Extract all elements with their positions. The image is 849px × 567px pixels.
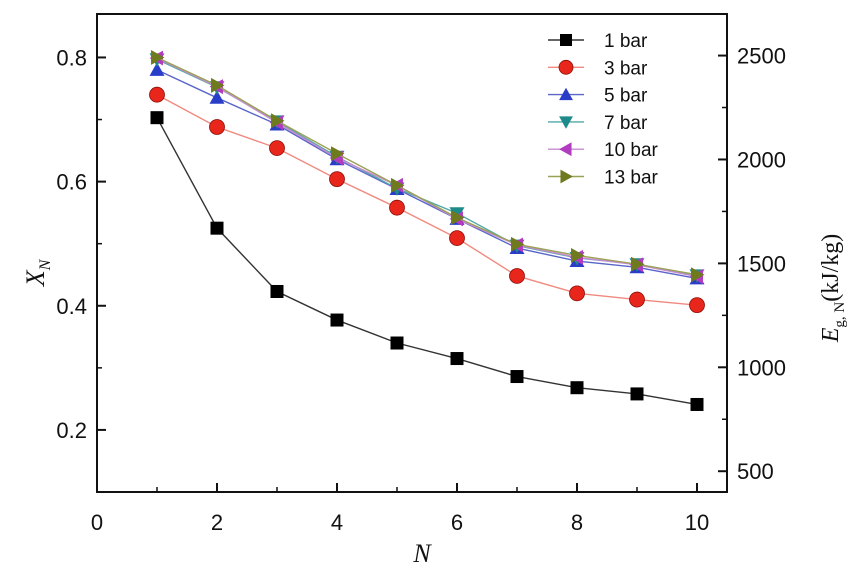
legend-item: 7 bar (548, 113, 648, 134)
plot-border (96, 13, 728, 493)
data-point (450, 352, 464, 366)
legend-marker (560, 169, 573, 184)
data-point (569, 285, 585, 302)
data-point (451, 210, 465, 226)
y-tick-label: 0.8 (56, 45, 87, 70)
series-layer (149, 49, 705, 411)
legend-label: 3 bar (604, 58, 648, 79)
y-axis-title: XN (21, 258, 54, 287)
y2-tick-label: 2000 (737, 147, 786, 172)
data-point (571, 248, 585, 263)
data-point (149, 86, 165, 103)
axis-ticks: 0 2 4 6 8 10 0.2 0.4 0.6 0.8 500 1000 1500 2000 2500 (56, 44, 786, 535)
legend-marker (560, 34, 572, 46)
data-point (449, 230, 465, 247)
data-point (629, 291, 645, 308)
data-point (210, 221, 224, 235)
data-point (150, 111, 164, 125)
y2-tick-label: 1000 (737, 355, 786, 380)
data-point (391, 177, 405, 193)
data-point (691, 267, 705, 283)
series-1-bar (150, 111, 704, 411)
axis-titles: N XN Eg, N(kJ/kg) (21, 234, 848, 567)
x-tick-label: 4 (331, 510, 343, 535)
legend-label: 10 bar (604, 140, 659, 161)
data-point (390, 336, 404, 350)
y2-tick-label: 2500 (737, 44, 786, 69)
data-point (690, 397, 704, 411)
data-point (271, 113, 285, 129)
legend-item: 10 bar (548, 140, 659, 161)
data-point (329, 171, 345, 188)
y-tick-label: 0.2 (56, 418, 87, 443)
series-3-bar (149, 86, 705, 314)
x-tick-label: 0 (91, 510, 103, 535)
data-point (510, 370, 524, 384)
data-point (511, 236, 525, 252)
data-point (209, 119, 225, 135)
legend-label: 7 bar (604, 113, 648, 134)
y-tick-label: 0.6 (56, 170, 87, 195)
series-line (156, 56, 698, 276)
data-point (211, 77, 225, 93)
series-line (156, 94, 698, 306)
data-point (389, 199, 405, 216)
y2-tick-label: 1500 (737, 251, 786, 276)
x-tick-label: 2 (211, 510, 223, 535)
legend: 1 bar 3 bar 5 bar 7 bar 10 bar 13 bar (548, 31, 659, 189)
data-point (509, 268, 525, 284)
legend-marker (558, 59, 574, 75)
legend-label: 1 bar (604, 31, 648, 52)
legend-item: 13 bar (548, 168, 659, 189)
legend-item: 5 bar (548, 86, 648, 107)
data-point (631, 256, 645, 272)
data-point (331, 146, 345, 162)
series-line (156, 117, 698, 406)
data-point (630, 387, 644, 401)
data-point (151, 49, 165, 65)
x-tick-label: 10 (685, 510, 709, 535)
legend-label: 5 bar (604, 86, 648, 107)
data-point (209, 90, 225, 104)
legend-item: 3 bar (548, 58, 648, 79)
y2-tick-label: 500 (737, 459, 774, 484)
plot-frame (96, 13, 728, 493)
data-point (149, 62, 165, 76)
data-point (689, 297, 705, 314)
legend-label: 13 bar (604, 168, 659, 189)
legend-marker (559, 116, 573, 129)
data-point (269, 140, 285, 156)
x-tick-label: 6 (451, 510, 463, 535)
series-13-bar (151, 49, 705, 283)
data-point (330, 313, 344, 327)
data-point (270, 284, 284, 298)
y2-axis-title: Eg, N(kJ/kg) (818, 234, 848, 344)
legend-marker (559, 142, 572, 157)
series-line (156, 69, 698, 280)
x-axis-title: N (412, 539, 432, 567)
legend-item: 1 bar (548, 31, 648, 52)
data-point (570, 381, 584, 395)
x-tick-label: 8 (571, 510, 583, 535)
y-tick-label: 0.4 (56, 294, 87, 319)
legend-marker (559, 87, 573, 101)
